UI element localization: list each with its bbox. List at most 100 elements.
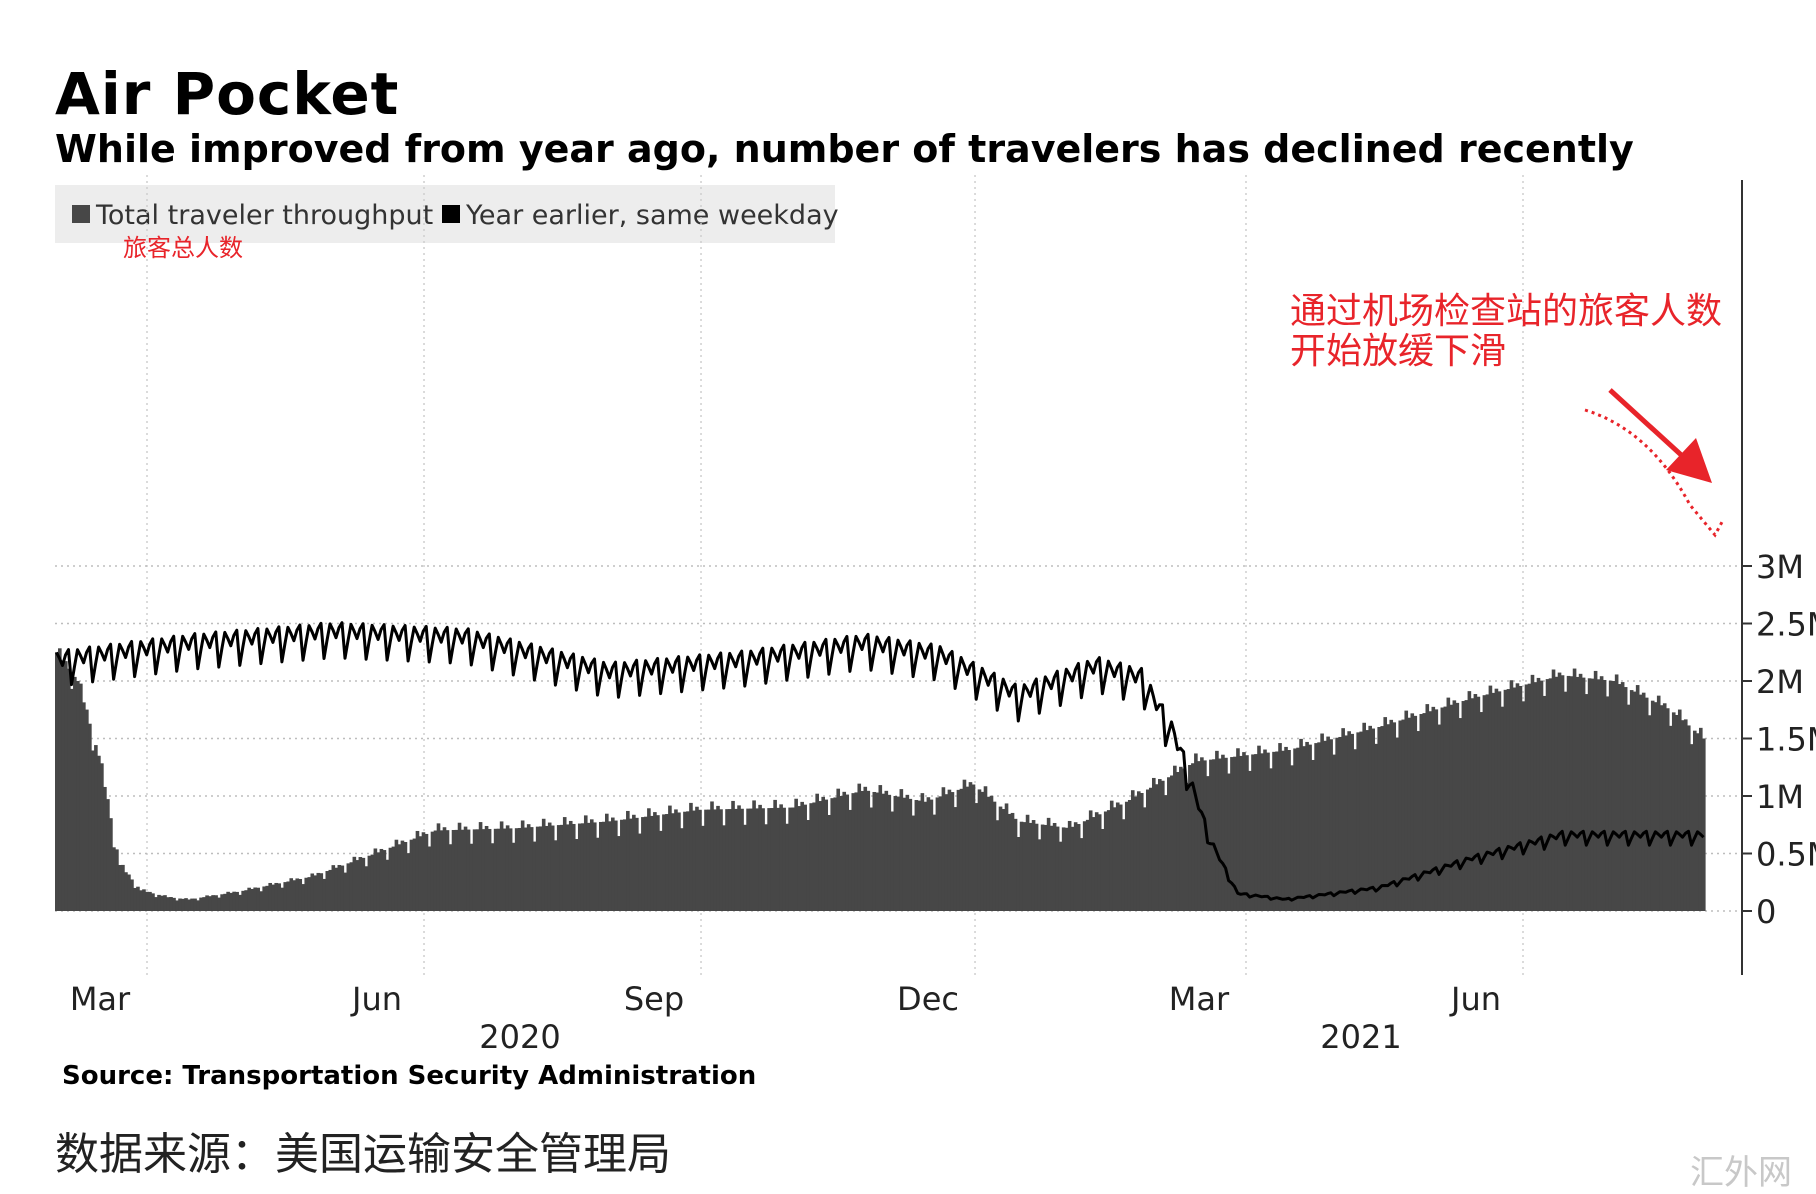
bar-throughput <box>1043 824 1048 911</box>
bar-throughput <box>1605 696 1610 911</box>
bar-throughput <box>1638 694 1643 911</box>
bar-throughput <box>1269 768 1273 911</box>
bar-throughput <box>1245 755 1249 911</box>
bar-throughput <box>406 853 411 911</box>
bar-throughput <box>568 820 573 911</box>
bar-throughput <box>82 702 86 911</box>
bar-throughput <box>1046 817 1051 911</box>
bar-throughput <box>1197 761 1201 911</box>
bar-throughput <box>1353 749 1357 911</box>
bar-throughput <box>1545 679 1550 911</box>
bar-throughput <box>1170 775 1174 911</box>
bar-throughput <box>79 683 83 911</box>
bar-throughput <box>1374 743 1379 911</box>
bar-throughput <box>424 833 429 911</box>
bar-throughput <box>1410 713 1415 911</box>
bar-throughput <box>1332 754 1336 911</box>
bar-throughput <box>1608 680 1613 911</box>
bar-throughput <box>1368 725 1372 911</box>
bar-throughput <box>382 850 387 911</box>
bar-throughput <box>830 798 835 911</box>
bar-throughput <box>1599 676 1604 911</box>
annotation-line-2: 开始放缓下滑 <box>1290 331 1507 372</box>
bar-throughput <box>1028 822 1033 911</box>
bar-throughput <box>764 824 768 911</box>
bar-throughput <box>1064 827 1069 911</box>
bar-throughput <box>1389 719 1394 911</box>
bar-throughput <box>758 804 762 911</box>
bar-throughput <box>229 892 233 911</box>
bar-throughput <box>1236 748 1240 911</box>
y-tick-label: 2.5M <box>1756 606 1816 644</box>
bar-throughput <box>737 805 741 911</box>
bar-throughput <box>1127 800 1132 911</box>
bar-throughput <box>659 830 663 911</box>
bar-throughput <box>941 787 946 911</box>
bar-throughput <box>716 805 720 911</box>
bar-throughput <box>580 823 585 911</box>
bar-throughput <box>379 848 384 911</box>
bar-throughput <box>1272 751 1276 911</box>
bar-throughput <box>556 825 561 911</box>
bar-throughput <box>626 810 630 911</box>
bar-throughput <box>770 808 774 911</box>
bar-throughput <box>1200 757 1204 911</box>
bar-throughput <box>938 796 943 911</box>
bar-throughput <box>91 750 95 911</box>
bar-throughput <box>1575 676 1580 911</box>
bar-throughput <box>1383 717 1388 911</box>
bar-throughput <box>481 829 486 911</box>
bar-throughput <box>1001 809 1006 911</box>
bar-throughput <box>202 897 206 911</box>
bar-throughput <box>1551 669 1556 911</box>
bar-throughput <box>1677 709 1682 911</box>
bar-throughput <box>256 887 260 911</box>
bar-throughput <box>1680 720 1685 911</box>
bar-throughput <box>76 681 80 911</box>
bar-throughput <box>980 791 985 911</box>
bar-throughput <box>163 895 167 911</box>
bar-throughput <box>103 786 107 911</box>
bar-throughput <box>208 896 212 911</box>
bar-throughput <box>1182 768 1186 911</box>
bar-throughput <box>779 804 783 911</box>
bar-throughput <box>950 792 955 911</box>
bar-throughput <box>1365 730 1369 911</box>
bar-throughput <box>1554 676 1559 911</box>
bar-throughput <box>1194 753 1198 911</box>
bar-throughput <box>986 796 991 911</box>
bar-throughput <box>85 709 89 911</box>
bar-throughput <box>1167 777 1171 911</box>
bar-throughput <box>574 839 579 911</box>
bar-throughput <box>1260 753 1264 911</box>
bar-throughput <box>157 894 161 911</box>
bar-throughput <box>611 817 615 911</box>
bar-throughput <box>1458 718 1463 911</box>
bar-throughput <box>908 798 913 912</box>
bar-throughput <box>94 745 98 911</box>
bar-throughput <box>1103 811 1108 911</box>
bar-throughput <box>788 807 792 911</box>
bar-throughput <box>1452 700 1457 911</box>
bar-throughput <box>1557 672 1562 911</box>
bar-throughput <box>1275 751 1279 911</box>
bar-throughput <box>1521 701 1526 911</box>
bar-throughput <box>707 809 711 911</box>
bar-throughput <box>647 808 651 911</box>
chart-canvas: 3M 2.5M 2M 1.5M 1M 0.5M 0 Mar Jun Sep Dec Mar Jun 202… <box>55 175 1816 1056</box>
x-tick-label: Jun <box>350 980 402 1018</box>
bar-throughput <box>668 805 672 911</box>
bar-throughput <box>1133 796 1138 911</box>
bar-throughput <box>923 801 928 911</box>
bar-throughput <box>773 799 777 911</box>
bar-throughput <box>1683 719 1688 911</box>
bar-throughput <box>1296 747 1300 911</box>
bar-throughput <box>1118 804 1123 911</box>
bar-throughput <box>866 790 871 911</box>
bar-throughput <box>929 799 934 911</box>
bar-throughput <box>1073 822 1078 911</box>
x-tick-label: Dec <box>897 980 959 1018</box>
bar-throughput <box>1311 759 1315 911</box>
bar-throughput <box>827 814 832 911</box>
bar-throughput <box>316 872 321 911</box>
